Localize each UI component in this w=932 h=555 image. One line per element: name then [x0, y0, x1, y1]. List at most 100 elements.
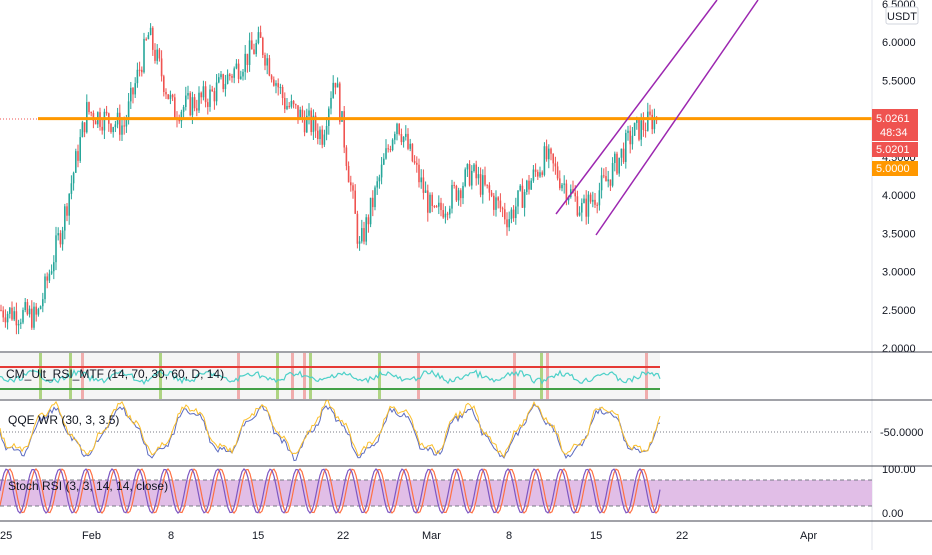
candle-body: [57, 233, 59, 236]
candle-body: [255, 43, 257, 55]
qqe-pane[interactable]: QQE WR (30, 3, 3.5) -50.0000: [0, 399, 923, 462]
candle-body: [310, 110, 312, 133]
candle-body: [196, 108, 198, 111]
candle-body: [444, 213, 447, 218]
candle-body: [647, 111, 649, 131]
candle-body: [378, 177, 381, 182]
candle-body: [418, 164, 420, 183]
candle-body: [105, 111, 108, 114]
candle-body: [101, 126, 103, 131]
candle-body: [653, 116, 656, 130]
channel-line-upper[interactable]: [555, 0, 718, 215]
candle-body: [640, 120, 642, 140]
candle-body: [526, 180, 528, 192]
candle-body: [262, 37, 264, 56]
rsi-indicator-label[interactable]: CM_Ult_RSI_MTF (14, 70, 30, 60, D, 14): [6, 367, 224, 381]
candle-body: [26, 302, 29, 315]
candle-body: [308, 110, 310, 116]
candle-body: [178, 119, 180, 122]
candle-body: [411, 143, 414, 162]
candle-body: [213, 91, 216, 102]
candle-body: [83, 122, 86, 133]
candle-body: [517, 190, 519, 207]
candle-body: [523, 191, 526, 208]
candle-body: [541, 172, 543, 175]
price-pane[interactable]: [0, 0, 872, 335]
time-axis[interactable]: 25 Feb 8 15 22 Mar 8 15 22 Apr: [0, 530, 817, 542]
candle-body: [297, 105, 299, 120]
candle-body: [312, 115, 315, 133]
candle-body: [229, 74, 231, 77]
candle-body: [314, 115, 317, 131]
candle-body: [429, 194, 431, 213]
rsi-mtf-pane[interactable]: CM_Ult_RSI_MTF (14, 70, 30, 60, D, 14): [0, 353, 661, 399]
candle-body: [332, 82, 334, 98]
qqe-indicator-label[interactable]: QQE WR (30, 3, 3.5): [8, 413, 119, 427]
price-axis[interactable]: 6.50006.00005.50004.50004.00003.50003.00…: [871, 0, 919, 550]
currency-unit-box[interactable]: [885, 6, 919, 25]
bar-countdown: 48:34: [880, 127, 908, 139]
candle-body: [424, 190, 427, 193]
candle-body: [367, 217, 370, 225]
channel-line-lower[interactable]: [595, 0, 759, 236]
stoch-rsi-pane[interactable]: Stoch RSI (3, 3, 14, 14, close) 100.00 0…: [0, 464, 916, 520]
candle-body: [587, 194, 590, 217]
rsi-line: [0, 368, 661, 385]
candle-body: [449, 208, 451, 215]
candle-body: [372, 197, 374, 208]
candle-body: [438, 202, 440, 207]
candle-body: [402, 136, 405, 143]
candle-body: [609, 179, 612, 186]
candle-body: [614, 153, 616, 163]
candle-body: [81, 122, 84, 138]
candle-body: [451, 184, 453, 209]
candle-body: [325, 125, 328, 135]
candle-body: [257, 32, 260, 44]
candle-body: [581, 202, 583, 213]
candle-body: [301, 109, 304, 118]
rsi-signal-bar: [645, 353, 648, 399]
candle-body: [61, 230, 64, 245]
candle-body: [422, 177, 425, 193]
qqe-axis-label: -50.0000: [880, 427, 923, 439]
candle-body: [220, 74, 222, 78]
candle-body: [266, 58, 268, 66]
candle-body: [143, 38, 145, 73]
candle-body: [125, 119, 128, 127]
candle-body: [490, 192, 493, 196]
candle-body: [202, 86, 205, 98]
candle-body: [405, 133, 407, 137]
time-axis-tick: 25: [0, 530, 12, 542]
candle-body: [607, 179, 609, 182]
stoch-indicator-label[interactable]: Stoch RSI (3, 3, 14, 14, close): [8, 479, 168, 493]
candle-body: [169, 94, 172, 99]
candle-body: [431, 194, 433, 206]
candle-body: [339, 83, 341, 122]
candle-body: [9, 307, 11, 314]
candle-body: [251, 40, 253, 50]
rsi-signal-bar: [237, 353, 240, 399]
candle-body: [471, 170, 473, 186]
candle-body: [136, 69, 139, 84]
candle-body: [149, 27, 152, 36]
candle-body: [35, 306, 37, 315]
candle-body: [79, 137, 81, 161]
candle-body: [616, 153, 618, 174]
candle-body: [330, 97, 332, 109]
candle-body: [380, 164, 383, 178]
candle-body: [642, 120, 645, 130]
candle-body: [477, 174, 480, 179]
candle-body: [605, 176, 607, 182]
candle-body: [70, 183, 73, 194]
candle-body: [44, 276, 46, 300]
time-axis-tick: 22: [337, 530, 349, 542]
candlestick-series: [0, 23, 658, 335]
candle-body: [6, 313, 9, 323]
candle-body: [211, 89, 213, 92]
candle-body: [561, 184, 563, 189]
price-axis-tick: 6.5000: [882, 0, 916, 11]
candle-body: [152, 27, 154, 50]
candle-body: [130, 87, 132, 102]
